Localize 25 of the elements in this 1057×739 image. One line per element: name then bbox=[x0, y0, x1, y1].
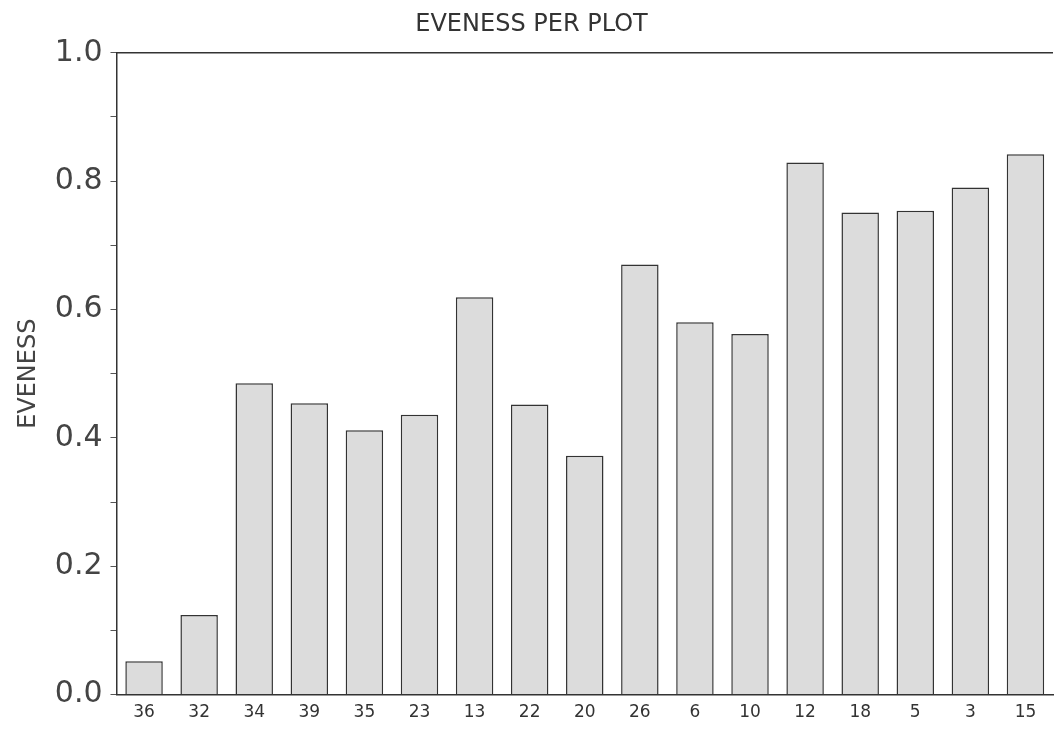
x-tick-label: 13 bbox=[463, 701, 486, 722]
x-tick-label: 35 bbox=[353, 701, 376, 722]
x-tick-label: 34 bbox=[243, 701, 266, 722]
x-tick-label: 22 bbox=[518, 701, 541, 722]
y-tick-label: 0.4 bbox=[54, 417, 103, 453]
x-tick-label: 15 bbox=[1014, 701, 1037, 722]
y-tick-label: 0.8 bbox=[54, 160, 103, 196]
x-tick-label: 6 bbox=[689, 701, 701, 722]
y-axis-title: EVENESS bbox=[12, 318, 41, 429]
x-tick-label: 20 bbox=[573, 701, 596, 722]
x-tick-label: 23 bbox=[408, 701, 431, 722]
x-tick-label: 12 bbox=[794, 701, 816, 722]
y-tick-label: 0.6 bbox=[54, 289, 103, 325]
x-tick-label: 3 bbox=[964, 701, 976, 722]
x-tick-label: 10 bbox=[739, 701, 761, 722]
chart-title: EVENESS PER PLOT bbox=[415, 8, 649, 37]
y-tick-label: 0.0 bbox=[54, 674, 103, 710]
x-tick-label: 36 bbox=[133, 701, 155, 722]
y-tick-label: 0.2 bbox=[54, 546, 103, 582]
y-tick-label: 1.0 bbox=[54, 32, 103, 68]
x-tick-label: 5 bbox=[909, 701, 921, 722]
x-tick-label: 26 bbox=[629, 701, 651, 722]
x-tick-label: 39 bbox=[298, 701, 321, 722]
x-tick-label: 32 bbox=[188, 701, 210, 722]
x-tick-label: 18 bbox=[849, 701, 872, 722]
